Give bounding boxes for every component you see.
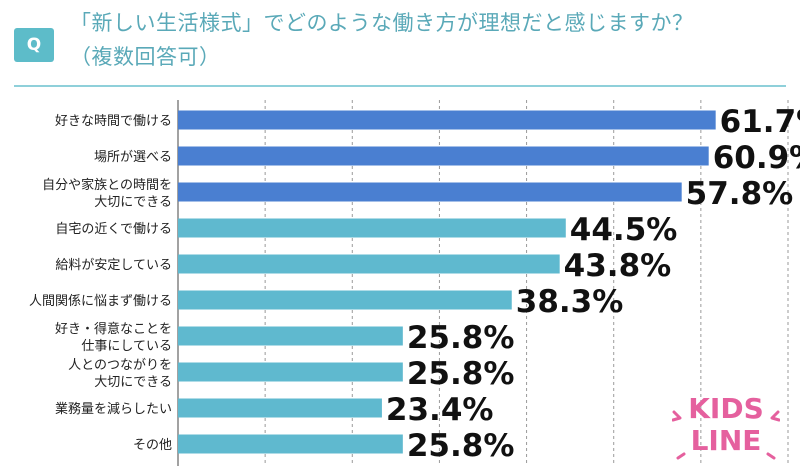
- bar: [178, 362, 403, 382]
- bars: [178, 110, 716, 454]
- category-labels: 好きな時間で働ける場所が選べる自分や家族との時間を大切にできる自宅の近くで働ける…: [29, 114, 172, 453]
- value-label: 43.8%: [564, 248, 672, 284]
- bar: [178, 218, 566, 238]
- category-label: 人とのつながりを: [68, 358, 172, 373]
- bar: [178, 110, 716, 130]
- category-label: その他: [133, 438, 172, 453]
- title-divider: [14, 85, 786, 87]
- bar: [178, 182, 682, 202]
- bar: [178, 290, 512, 310]
- category-label: 業務量を減らしたい: [55, 401, 172, 417]
- value-label: 38.3%: [516, 284, 624, 320]
- chart-title: 「新しい生活様式」でどのような働き方が理想だと感じますか？ （複数回答可）: [70, 6, 790, 74]
- value-label: 60.9%: [713, 140, 800, 176]
- category-label: 自宅の近くで働ける: [55, 222, 172, 237]
- bar: [178, 146, 709, 166]
- logo-text-bottom: LINE: [691, 424, 762, 457]
- value-label: 44.5%: [570, 212, 678, 248]
- category-label: 好き・得意なことを: [55, 321, 172, 337]
- value-label: 25.8%: [407, 356, 515, 392]
- category-label: 場所が選べる: [94, 150, 172, 165]
- value-label: 25.8%: [407, 428, 515, 464]
- category-label: 仕事にしている: [81, 339, 172, 354]
- question-badge: Q: [14, 28, 54, 62]
- bar: [178, 254, 560, 274]
- value-label: 57.8%: [686, 176, 794, 212]
- category-label: 人間関係に悩まず働ける: [29, 294, 172, 309]
- title-line-2: （複数回答可）: [70, 45, 221, 69]
- category-label: 自分や家族との時間を: [42, 177, 172, 193]
- category-label: 大切にできる: [94, 375, 172, 390]
- value-labels: 61.7%60.9%57.8%44.5%43.8%38.3%25.8%25.8%…: [386, 104, 800, 464]
- kidsline-logo: KIDS LINE: [671, 388, 781, 460]
- title-line-1: 「新しい生活様式」でどのような働き方が理想だと感じますか？: [70, 11, 694, 35]
- bar: [178, 398, 382, 418]
- value-label: 25.8%: [407, 320, 515, 356]
- logo-text-top: KIDS: [688, 392, 764, 425]
- bar: [178, 326, 403, 346]
- category-label: 好きな時間で働ける: [55, 114, 172, 129]
- bar: [178, 434, 403, 454]
- category-label: 給料が安定している: [55, 258, 172, 273]
- value-label: 61.7%: [720, 104, 800, 140]
- category-label: 大切にできる: [94, 195, 172, 210]
- value-label: 23.4%: [386, 392, 494, 428]
